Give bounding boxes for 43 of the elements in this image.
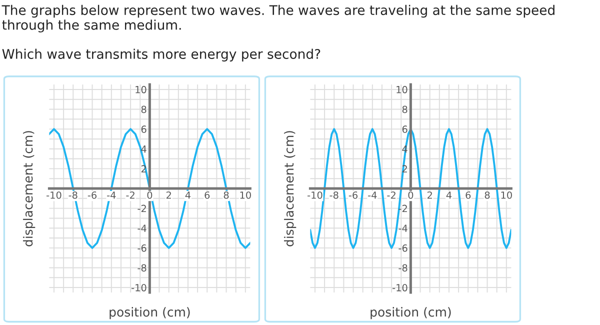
y-tick-label: -4 <box>138 224 146 232</box>
x-tick-label: -10 <box>308 191 322 199</box>
y-tick-label: -2 <box>138 204 146 212</box>
text: Which wave transmits more energy per second? <box>2 48 320 62</box>
x-tick-label: 4 <box>185 192 191 199</box>
y-axis-title: displacement (cm) <box>284 131 296 246</box>
y-tick-label: 6 <box>402 126 408 133</box>
y-tick-label: 8 <box>141 106 146 114</box>
x-tick-label: 6 <box>204 191 210 199</box>
x-tick-label: -10 <box>46 191 62 199</box>
x-axis-title: position (cm) <box>370 307 451 320</box>
x-tick-label: -4 <box>107 192 116 199</box>
y-tick-label: 8 <box>402 106 408 114</box>
x-tick-label: -8 <box>68 191 78 199</box>
text: The graphs below represent two waves. The waves are traveling at the same speed through the same medium. <box>2 4 554 32</box>
x-tick-label: -8 <box>330 191 338 199</box>
x-tick-label: 8 <box>224 191 229 199</box>
x-tick-label: 0 <box>147 191 152 199</box>
y-tick-label: 6 <box>141 126 146 133</box>
y-tick-label: -6 <box>398 244 408 252</box>
x-tick-label: -2 <box>387 191 396 199</box>
x-tick-label: 2 <box>166 191 171 199</box>
x-tick-label: 10 <box>501 191 512 199</box>
x-tick-label: -2 <box>126 191 134 199</box>
x-tick-label: 10 <box>240 191 251 199</box>
y-tick-label: -4 <box>398 224 408 232</box>
y-tick-label: -8 <box>138 264 146 272</box>
x-tick-label: -6 <box>348 191 358 199</box>
x-tick-label: 2 <box>427 191 432 199</box>
y-tick-label: -10 <box>392 284 408 292</box>
y-tick-label: -10 <box>132 284 146 292</box>
x-axis-title: position (cm) <box>110 307 190 320</box>
x-tick-label: 8 <box>484 191 490 199</box>
x-tick-label: 0 <box>408 191 414 199</box>
y-tick-label: 10 <box>136 86 146 94</box>
y-tick-label: 10 <box>396 86 408 94</box>
x-tick-label: 4 <box>446 192 452 199</box>
x-tick-label: -4 <box>368 192 377 199</box>
x-tick-label: 6 <box>466 191 471 199</box>
x-tick-label: -6 <box>88 191 97 199</box>
y-tick-label: -6 <box>138 244 146 252</box>
y-tick-label: -8 <box>398 264 408 272</box>
y-axis-title: displacement (cm) <box>23 131 36 246</box>
